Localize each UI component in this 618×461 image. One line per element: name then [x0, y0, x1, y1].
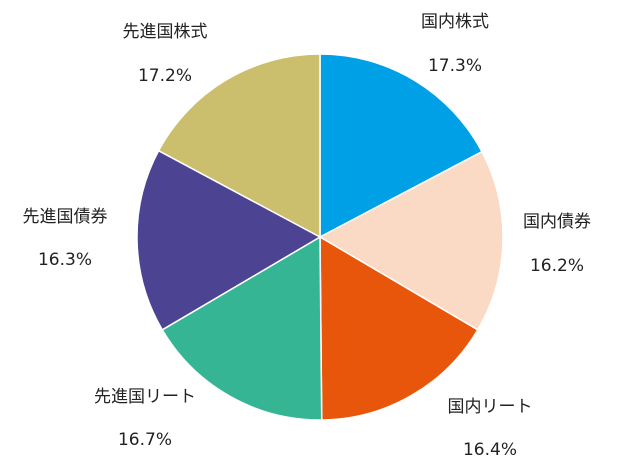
slice-label: 国内債券	[523, 212, 591, 232]
pie-slice	[161, 235, 323, 421]
value-label: 16.3%	[38, 250, 92, 270]
value-label: 16.7%	[118, 430, 172, 450]
value-label: 16.4%	[463, 440, 517, 460]
pie-slice	[136, 149, 322, 331]
pie-slice	[319, 235, 479, 421]
value-label: 17.3%	[428, 56, 482, 76]
pie-slice	[318, 150, 504, 331]
slice-label: 先進国リート	[94, 387, 196, 407]
slice-label: 国内株式	[421, 12, 489, 32]
slice-label: 先進国株式	[123, 22, 208, 42]
pie-slice	[319, 53, 483, 239]
slice-label: 先進国債券	[23, 207, 108, 227]
value-label: 16.2%	[530, 256, 584, 276]
slice-label: 国内リート	[448, 397, 533, 417]
pie-slice	[157, 53, 321, 239]
value-label: 17.2%	[138, 66, 192, 86]
